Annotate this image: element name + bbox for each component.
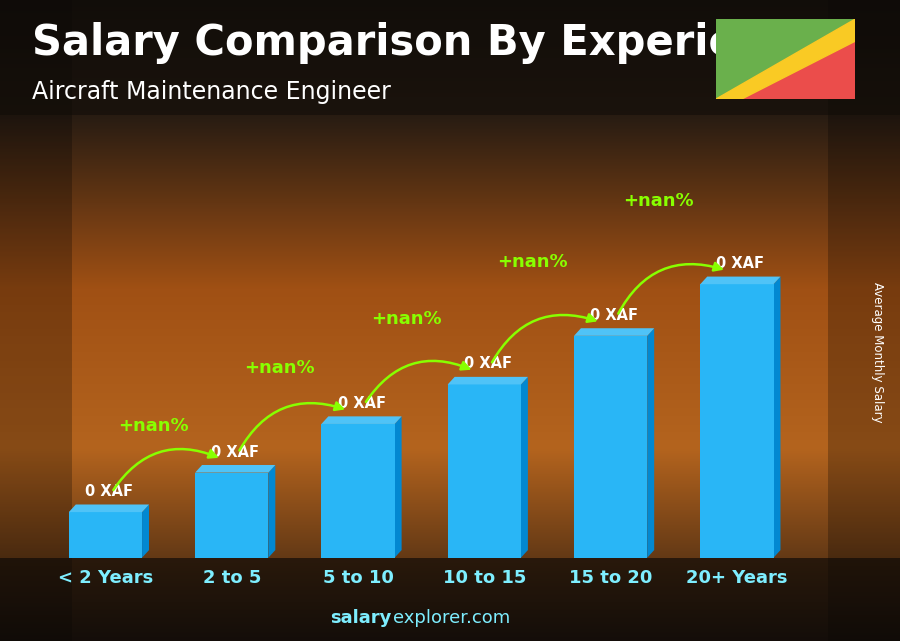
Polygon shape — [716, 19, 855, 99]
Text: +nan%: +nan% — [118, 417, 189, 435]
Bar — [700, 284, 773, 558]
Text: 0 XAF: 0 XAF — [85, 484, 133, 499]
Text: +nan%: +nan% — [497, 253, 568, 271]
Text: salary: salary — [330, 609, 392, 627]
Polygon shape — [647, 328, 654, 558]
Text: 0 XAF: 0 XAF — [590, 308, 638, 323]
Polygon shape — [142, 504, 149, 558]
Text: +nan%: +nan% — [245, 359, 315, 377]
Polygon shape — [395, 417, 401, 558]
Text: +nan%: +nan% — [624, 192, 694, 210]
Polygon shape — [195, 465, 275, 472]
Text: 0 XAF: 0 XAF — [716, 256, 764, 271]
Polygon shape — [574, 328, 654, 336]
Text: explorer.com: explorer.com — [393, 609, 510, 627]
Polygon shape — [716, 19, 855, 99]
Text: +nan%: +nan% — [371, 310, 441, 328]
Text: Salary Comparison By Experience: Salary Comparison By Experience — [32, 22, 819, 65]
Bar — [195, 472, 268, 558]
Text: Average Monthly Salary: Average Monthly Salary — [871, 282, 884, 423]
Polygon shape — [321, 417, 401, 424]
Bar — [321, 424, 395, 558]
Polygon shape — [773, 276, 780, 558]
Polygon shape — [68, 504, 149, 512]
Text: 0 XAF: 0 XAF — [464, 356, 512, 371]
Polygon shape — [447, 377, 528, 385]
Bar — [447, 385, 521, 558]
Polygon shape — [521, 377, 528, 558]
Polygon shape — [700, 276, 780, 284]
Text: 0 XAF: 0 XAF — [212, 444, 259, 460]
Text: Aircraft Maintenance Engineer: Aircraft Maintenance Engineer — [32, 80, 391, 104]
Bar — [574, 336, 647, 558]
Text: 0 XAF: 0 XAF — [338, 396, 385, 411]
Bar — [68, 512, 142, 558]
Polygon shape — [268, 465, 275, 558]
Polygon shape — [716, 19, 855, 99]
